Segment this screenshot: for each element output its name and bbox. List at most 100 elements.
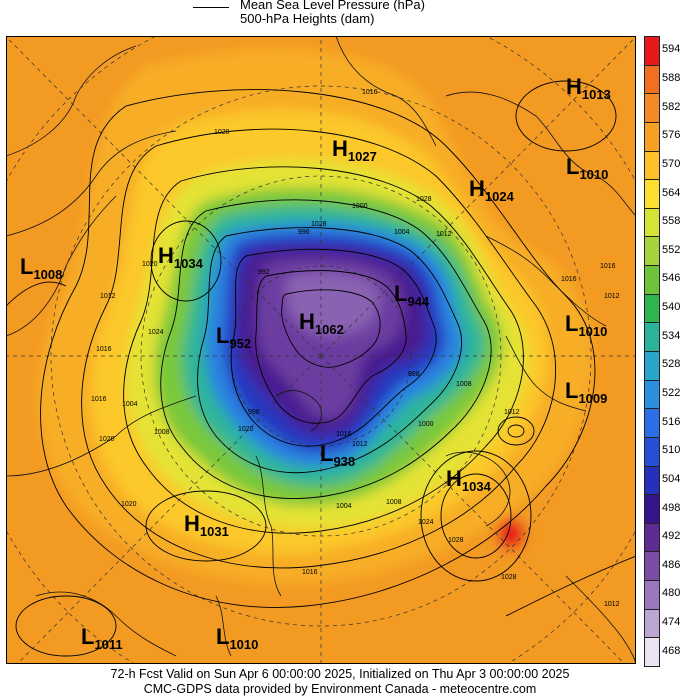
colorbar-swatch <box>644 551 660 582</box>
isobar-label: 1016 <box>96 346 112 353</box>
coastline <box>6 195 117 337</box>
isobar-label: 1008 <box>456 381 472 388</box>
center-pressure-value: 944 <box>407 294 429 309</box>
isobar-label: 1028 <box>448 537 464 544</box>
map-footer: 72-h Fcst Valid on Sun Apr 6 00:00:00 20… <box>0 667 680 697</box>
colorbar-swatch <box>644 64 660 95</box>
isobar-label: 1016 <box>302 569 318 576</box>
isobar <box>507 424 525 438</box>
isobar-label: 992 <box>258 269 270 276</box>
colorbar-tick-label: 534 <box>662 329 680 342</box>
colorbar-tick-label: 480 <box>662 587 680 600</box>
center-pressure-value: 1010 <box>579 167 608 182</box>
colorbar-tick-label: 468 <box>662 644 680 657</box>
colorbar-tick-label: 576 <box>662 129 680 142</box>
colorbar-tick-label: 522 <box>662 386 680 399</box>
isobar-label: 1004 <box>122 401 138 408</box>
coastline <box>35 591 177 657</box>
map-legend: Mean Sea Level Pressure (hPa) 500-hPa He… <box>0 0 680 34</box>
low-pressure-center: L938 <box>320 441 355 469</box>
isobar-label: 1012 <box>604 601 620 608</box>
isobar <box>230 248 437 447</box>
isobar-label: 1028 <box>416 196 432 203</box>
center-pressure-value: 938 <box>333 454 355 469</box>
isobar <box>505 555 636 617</box>
isobar-label: 1020 <box>142 261 158 268</box>
isobar-label: 996 <box>298 229 310 236</box>
colorbar-tick-label: 552 <box>662 243 680 256</box>
isobar-label: 1016 <box>561 276 577 283</box>
isobar-label: 1012 <box>100 293 116 300</box>
isobar-label: 1012 <box>604 293 620 300</box>
isobar-label: 1016 <box>91 396 107 403</box>
isobar-label: 1012 <box>436 231 452 238</box>
colorbar-tick-label: 504 <box>662 472 680 485</box>
center-pressure-value: 1013 <box>582 87 611 102</box>
colorbar-swatch <box>644 608 660 639</box>
heights-legend-label: 500-hPa Heights (dam) <box>240 11 375 26</box>
center-pressure-value: 1027 <box>348 149 377 164</box>
coastline <box>565 575 636 664</box>
isobar <box>281 289 381 368</box>
colorbar-swatch <box>644 580 660 610</box>
isobar-label: 1020 <box>121 501 137 508</box>
center-pressure-value: 1034 <box>174 256 204 271</box>
isobar-label: 1004 <box>336 503 352 510</box>
coastlines <box>6 36 636 664</box>
isobar <box>440 473 512 559</box>
colorbar-tick-label: 546 <box>662 272 680 285</box>
coastline <box>505 335 587 412</box>
isobar-label: 1004 <box>394 229 410 236</box>
isobar <box>150 220 222 302</box>
colorbar-swatch <box>644 236 660 267</box>
colorbar-tick-label: 516 <box>662 415 680 428</box>
colorbar-swatch <box>644 207 660 238</box>
credit-text: CMC-GDPS data provided by Environment Ca… <box>143 682 537 696</box>
isobar <box>515 80 617 152</box>
center-pressure-value: 1034 <box>462 479 492 494</box>
isobar-label: 988 <box>408 371 420 378</box>
coastline <box>6 45 137 157</box>
isobar <box>123 166 524 534</box>
colorbar-tick-label: 498 <box>662 501 680 514</box>
isobar-label: 1020 <box>99 436 115 443</box>
isobar <box>145 490 267 562</box>
coastline <box>255 455 282 597</box>
center-pressure-value: 1010 <box>229 637 258 652</box>
center-pressure-value: 1009 <box>578 391 607 406</box>
colorbar-swatch <box>644 494 660 524</box>
isobar-label: 1000 <box>418 421 434 428</box>
colorbar-tick-label: 510 <box>662 444 680 457</box>
isobar <box>81 128 556 569</box>
isobar-legend-label: Mean Sea Level Pressure (hPa) <box>240 0 425 12</box>
colorbar-swatch <box>644 36 660 66</box>
isobar-label: 1016 <box>336 431 352 438</box>
coastline <box>485 235 607 327</box>
center-pressure-value: 1031 <box>200 524 229 539</box>
coastline <box>6 395 197 477</box>
center-pressure-value: 1010 <box>578 324 607 339</box>
isobar-label: 1016 <box>600 263 616 270</box>
forecast-map: 1016 1020 1020 1012 1016 1016 1020 1024 1028 1028… <box>6 36 636 664</box>
colorbar-swatch <box>644 465 660 496</box>
colorbar-tick-label: 492 <box>662 530 680 543</box>
height-colorbar: 594 588 582 576 570 564 558 552 546 540 534 528 522 5… <box>640 36 680 667</box>
colorbar-swatch <box>644 121 660 152</box>
colorbar-tick-label: 582 <box>662 100 680 113</box>
colorbar-tick-label: 564 <box>662 186 680 199</box>
colorbar-swatch <box>644 351 660 381</box>
center-pressure-value: 1062 <box>315 322 344 337</box>
center-pressure-value: 1024 <box>485 189 515 204</box>
isobar <box>160 199 492 499</box>
isobar-line-key <box>193 7 229 8</box>
colorbar-tick-label: 474 <box>662 616 680 629</box>
isobar-label: 1000 <box>352 203 368 210</box>
coastline <box>275 390 322 432</box>
colorbar-tick-label: 486 <box>662 558 680 571</box>
valid-time-text: 72-h Fcst Valid on Sun Apr 6 00:00:00 20… <box>110 667 570 681</box>
height-field <box>6 36 636 664</box>
isobar-label: 1016 <box>362 89 378 96</box>
isobar <box>15 595 117 657</box>
center-pressure-value: 1011 <box>94 637 122 652</box>
